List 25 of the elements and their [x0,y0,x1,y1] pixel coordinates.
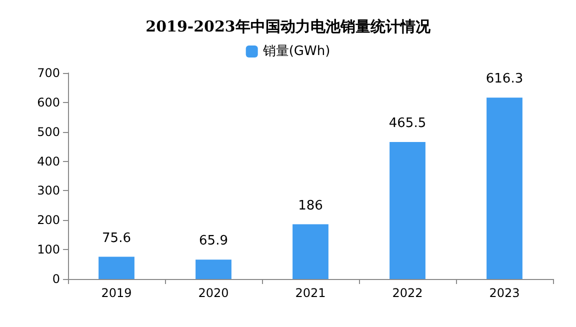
bar [196,260,232,279]
bar [98,256,134,279]
data-label: 616.3 [486,72,524,87]
x-tick-label: 2022 [392,286,423,300]
y-tick-label: 400 [37,154,60,168]
bar [292,224,328,279]
bar [486,98,522,279]
data-label: 465.5 [388,116,426,132]
data-label: 75.6 [102,230,131,246]
y-tick-label: 0 [52,272,60,286]
chart-title: 2019-2023年中国动力电池销量统计情况 [146,18,432,36]
data-label: 65.9 [199,234,228,249]
data-label: 186 [298,198,323,214]
y-tick-label: 300 [37,184,60,198]
legend-label: 销量(GWh) [262,44,330,59]
y-tick-label: 200 [37,213,60,228]
y-tick-label: 700 [37,66,60,80]
y-tick-label: 500 [37,124,60,139]
bar [390,142,426,279]
y-tick-label: 600 [37,95,60,110]
x-tick-label: 2019 [101,286,132,300]
x-tick-label: 2023 [489,286,520,300]
x-tick-label: 2021 [295,286,326,300]
x-tick-label: 2020 [198,286,229,300]
y-tick-label: 100 [37,242,60,257]
